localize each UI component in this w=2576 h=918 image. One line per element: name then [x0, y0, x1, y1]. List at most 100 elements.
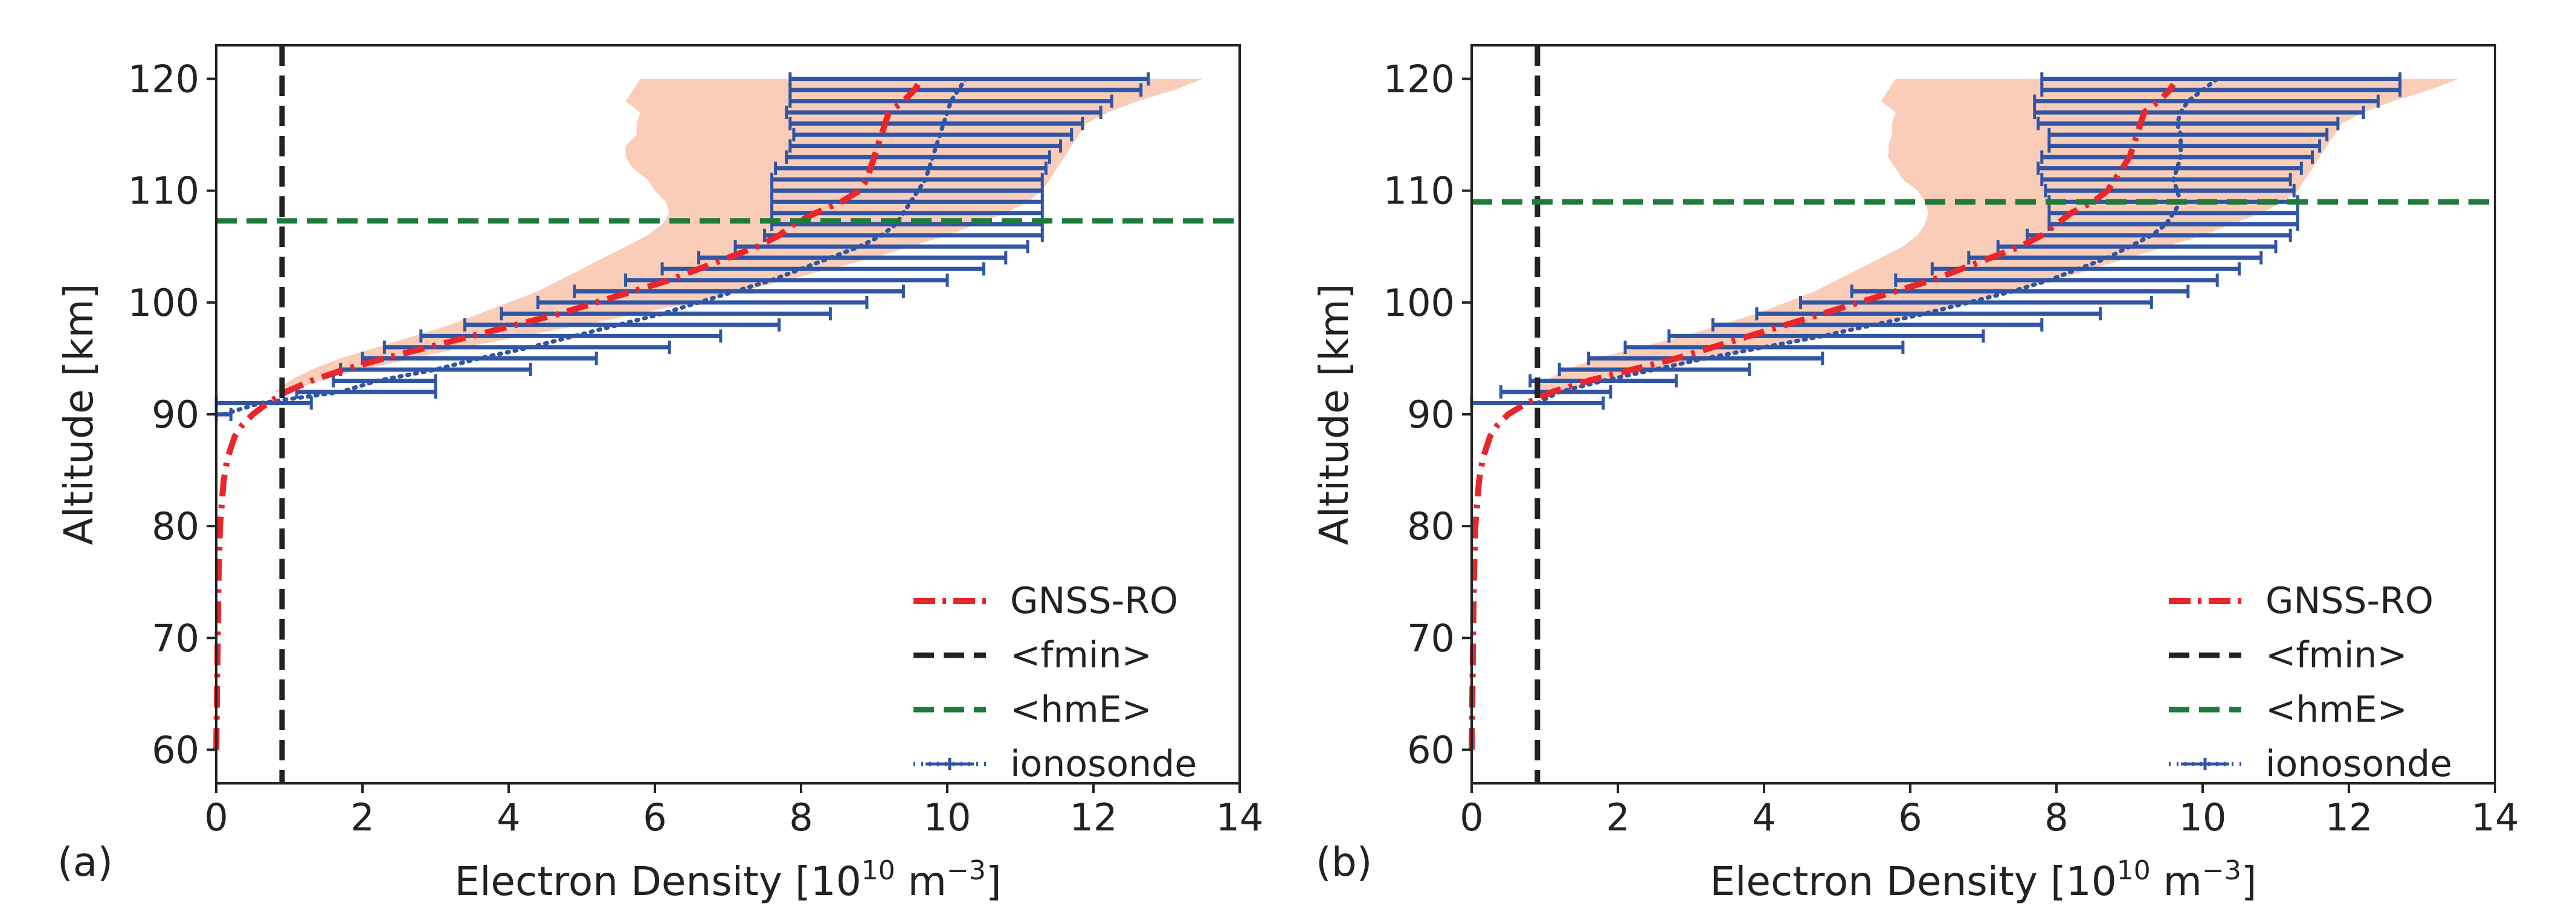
y-tick-label: 100: [128, 281, 199, 325]
ionosonde-line: [1535, 77, 2220, 405]
ionosonde-errorbar: [1930, 262, 2241, 276]
x-tick-label: 6: [1898, 795, 1922, 839]
x-tick-label: 14: [2471, 795, 2519, 839]
ionosonde-errorbar: [2040, 173, 2292, 187]
legend-label: <hmE>: [2265, 688, 2407, 731]
x-axis-title: Electron Density [1010 m−3]: [454, 855, 1001, 905]
panel-label: (b): [1316, 839, 1372, 885]
ionosonde-errorbar: [785, 150, 1051, 164]
x-tick-label: 4: [497, 795, 520, 839]
ionosonde-errorbar: [2037, 117, 2340, 130]
legend-item: ionosonde: [2169, 743, 2452, 785]
legend-label: <fmin>: [2265, 634, 2407, 676]
ionosonde-errorbar: [2047, 139, 2322, 153]
ionosonde-errorbar: [1711, 318, 2044, 332]
ionosonde-errorbar: [1850, 284, 2190, 298]
legend: GNSS-RO <fmin> <hmE> ionosonde: [913, 580, 1197, 785]
y-tick-label: 60: [152, 728, 199, 772]
ionosonde-errorbar: [1557, 362, 1751, 376]
ionosonde-errorbar: [573, 284, 905, 298]
legend-label: GNSS-RO: [2265, 580, 2433, 622]
x-tick-label: 0: [1460, 795, 1483, 839]
y-tick-label: 80: [1407, 504, 1455, 548]
ionosonde-series: [214, 72, 1150, 421]
y-tick-label: 120: [1383, 57, 1455, 101]
ionosonde-errorbar: [788, 83, 1143, 97]
y-tick-label: 90: [1407, 393, 1455, 437]
legend-item: ionosonde: [913, 743, 1197, 785]
legend-item: <hmE>: [2169, 688, 2407, 731]
x-axis-title: Electron Density [1010 m−3]: [1710, 855, 2256, 905]
ionosonde-errorbar: [2033, 94, 2380, 108]
ionosonde-errorbar: [2040, 72, 2402, 86]
y-tick-label: 70: [152, 616, 199, 660]
ionosonde-errorbar: [2033, 106, 2365, 120]
y-tick-label: 110: [128, 169, 199, 213]
gnss-ro-spread-band: [274, 79, 1203, 392]
ionosonde-errorbar: [792, 128, 1074, 142]
x-tick-label: 4: [1752, 795, 1776, 839]
ionosonde-errorbar: [697, 251, 1008, 265]
x-tick-label: 6: [643, 795, 666, 839]
ionosonde-errorbar: [1967, 251, 2263, 265]
x-tick-label: 8: [2044, 795, 2068, 839]
y-tick-label: 90: [152, 393, 199, 437]
ionosonde-errorbar: [733, 240, 1029, 254]
ionosonde-errorbar: [788, 72, 1150, 86]
legend-label: <fmin>: [1010, 634, 1152, 676]
ionosonde-errorbar: [785, 106, 1103, 120]
x-tick-label: 2: [350, 795, 374, 839]
x-tick-label: 10: [924, 795, 971, 839]
y-axis-title: Altitude [km]: [1311, 284, 1357, 545]
ionosonde-errorbar: [1996, 240, 2278, 254]
ionosonde-errorbar: [624, 273, 949, 287]
ionosonde-errorbar: [774, 161, 1048, 175]
x-tick-label: 0: [204, 795, 228, 839]
legend-item: <fmin>: [2169, 634, 2407, 676]
ionosonde-errorbar: [1894, 273, 2219, 287]
ionosonde-errorbar: [788, 139, 1063, 153]
gnss-ro-spread-band: [1530, 79, 2459, 392]
ionosonde-errorbar: [2040, 150, 2314, 164]
panel-a: 0 2 4 6 8 10 12 14 60 70 80 90 100 110 120 Altitude [km…: [56, 44, 1264, 905]
ionosonde-errorbar: [788, 117, 1084, 130]
ionosonde-errorbar: [536, 295, 869, 309]
gnss-ro-line: [213, 83, 921, 750]
ionosonde-errorbar: [2047, 217, 2299, 231]
ionosonde-series: [1470, 72, 2402, 410]
ionosonde-errorbar: [660, 262, 985, 276]
ionosonde-errorbar: [1799, 295, 2153, 309]
y-tick-label: 80: [152, 504, 199, 548]
legend-label: <hmE>: [1010, 688, 1152, 731]
panel-b: 0 2 4 6 8 10 12 14 60 70 80 90 100 110 120 Altitude [km…: [1311, 44, 2519, 905]
x-tick-label: 2: [1606, 795, 1629, 839]
x-tick-label: 8: [789, 795, 813, 839]
y-tick-label: 110: [1383, 169, 1455, 213]
legend-item: GNSS-RO: [913, 580, 1178, 622]
x-tick-label: 12: [1070, 795, 1118, 839]
ionosonde-errorbar: [2044, 184, 2296, 197]
ionosonde-errorbar: [763, 228, 1044, 242]
y-axis-title: Altitude [km]: [56, 284, 102, 545]
y-tick-label: 100: [1383, 281, 1455, 325]
x-tick-label: 10: [2179, 795, 2227, 839]
y-tick-label: 60: [1407, 728, 1455, 772]
legend-item: GNSS-RO: [2169, 580, 2433, 622]
ionosonde-errorbar: [2040, 83, 2402, 97]
legend-label: ionosonde: [1010, 743, 1197, 785]
ionosonde-errorbar: [382, 340, 671, 354]
y-tick-label: 70: [1407, 616, 1455, 660]
legend-label: GNSS-RO: [1010, 580, 1178, 622]
x-tick-label: 12: [2325, 795, 2373, 839]
legend-item: <fmin>: [913, 634, 1152, 676]
ionosonde-errorbar: [770, 184, 1044, 197]
y-tick-label: 120: [128, 57, 199, 101]
ionosonde-errorbar: [2047, 128, 2329, 142]
panel-label: (a): [57, 839, 113, 885]
legend-label: ionosonde: [2265, 743, 2452, 785]
gnss-ro-line: [1469, 83, 2176, 750]
x-tick-label: 14: [1216, 795, 1264, 839]
legend: GNSS-RO <fmin> <hmE> ionosonde: [2169, 580, 2452, 785]
ionosonde-line: [221, 77, 968, 417]
